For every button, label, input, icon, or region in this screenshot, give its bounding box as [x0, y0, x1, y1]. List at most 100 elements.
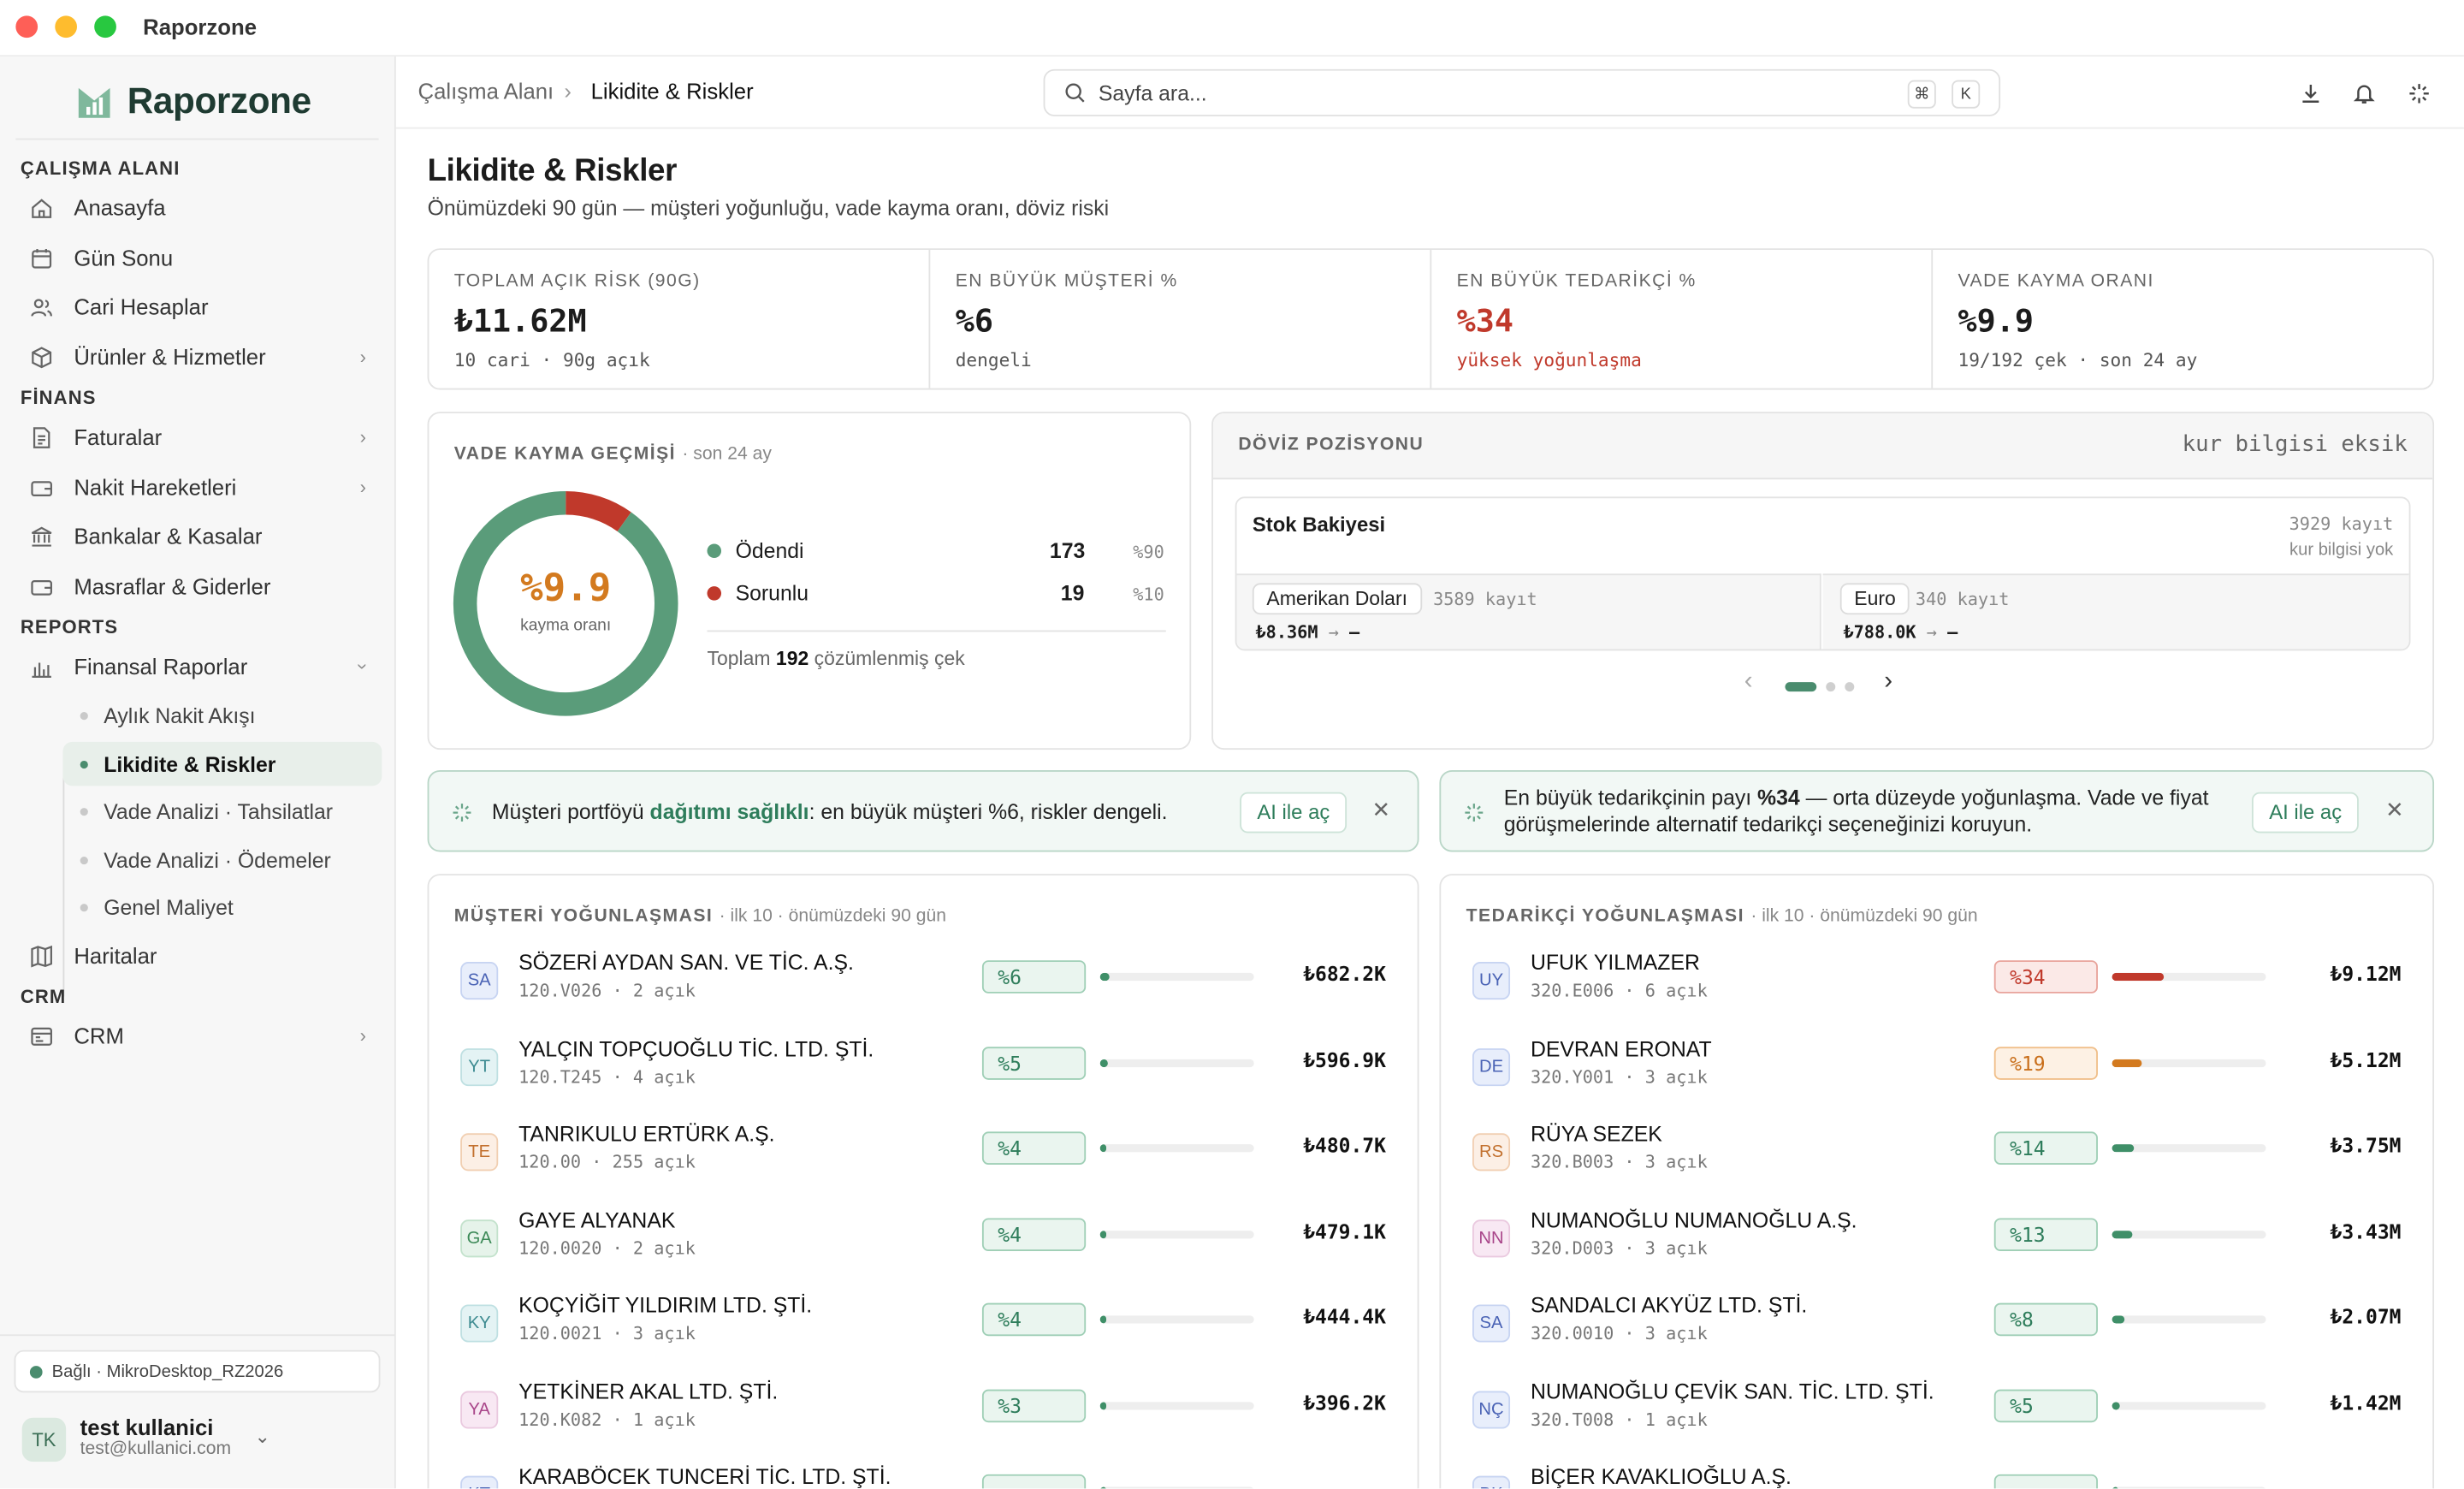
sparkle-icon[interactable] — [2404, 79, 2432, 107]
share-bar-fill — [2112, 1230, 2132, 1238]
row-open-count: 4 açık — [632, 1066, 696, 1088]
open-with-ai-button[interactable]: AI ile aç — [1240, 792, 1348, 833]
share-bar — [2112, 972, 2266, 982]
document-icon — [28, 424, 53, 449]
share-badge: %4 — [981, 1302, 1087, 1337]
sidebar-item-fin-reports[interactable]: Finansal Raporlar › — [15, 644, 382, 688]
customer-row[interactable]: KT KARABÖCEK TUNCERİ TİC. LTD. ŞTİ. — [429, 1457, 1417, 1489]
kpi-label: EN BÜYÜK TEDARİKÇİ % — [1456, 271, 1697, 291]
sidebar-item-crm[interactable]: CRM › — [15, 1014, 382, 1058]
pager-dot[interactable] — [1826, 682, 1836, 692]
sidebar-item-products[interactable]: Ürünler & Hizmetler › — [15, 335, 382, 378]
row-meta: 320.E006 · 6 açık — [1530, 981, 1708, 1001]
banner-text: Müşteri portföyü dağıtımı sağlıklı: en b… — [492, 798, 1168, 825]
sidebar-item-expenses[interactable]: Masraflar & Giderler — [15, 564, 382, 608]
chevron-down-icon: ⌄ — [254, 1425, 271, 1448]
user-email: test@kullanici.com — [80, 1439, 232, 1459]
sidebar-subitem-payables-aging[interactable]: Vade Analizi · Ödemeler — [62, 838, 382, 881]
currency-amount-value: ₺8.36M — [1255, 622, 1318, 644]
row-meta: 120.V026 · 2 açık — [518, 981, 696, 1001]
breadcrumb-parent[interactable]: Çalışma Alanı — [418, 78, 554, 104]
customer-row[interactable]: YT YALÇIN TOPÇUOĞLU TİC. LTD. ŞTİ. 120.T24… — [429, 1029, 1417, 1113]
brand-logo[interactable]: Raporzone — [75, 80, 311, 123]
sidebar-item-invoices[interactable]: Faturalar › — [15, 415, 382, 459]
share-bar-fill — [1099, 1059, 1108, 1067]
share-badge: %5 — [1993, 1388, 2098, 1422]
kpi-strip: TOPLAM AÇIK RİSK (90G) ₺11.62M 10 cari ·… — [427, 248, 2435, 390]
share-bar-fill — [2112, 1059, 2141, 1067]
home-icon — [28, 195, 53, 220]
row-name: BİÇER KAVAKLIOĞLU A.Ş. — [1530, 1464, 1792, 1489]
share-bar-fill — [1099, 1315, 1106, 1324]
minimize-window-button[interactable] — [55, 15, 77, 39]
carousel-next-button[interactable]: › — [1884, 667, 1892, 695]
supplier-row[interactable]: BK BİÇER KAVAKLIOĞLU A.Ş. — [1441, 1457, 2432, 1489]
sidebar-subitem-label: Vade Analizi · Tahsilatlar — [104, 798, 334, 823]
chevron-right-icon: › — [359, 1024, 366, 1047]
user-menu[interactable]: TK test kullanici test@kullanici.com ⌄ — [21, 1413, 383, 1475]
sidebar-item-banks[interactable]: Bankalar & Kasalar — [15, 514, 382, 558]
supplier-row[interactable]: DE DEVRAN ERONAT 320.Y001 · 3 açık %19 ₺5.12… — [1441, 1029, 2432, 1113]
row-meta: 120.K082 · 1 açık — [518, 1409, 696, 1430]
zoom-window-button[interactable] — [94, 15, 116, 39]
kpi-sub: 19/192 çek · son 24 ay — [1958, 348, 2198, 371]
close-icon[interactable]: ✕ — [2385, 797, 2404, 822]
supplier-row[interactable]: SA SANDALCI AKYÜZ LTD. ŞTİ. 320.0010 · 3 a… — [1441, 1285, 2432, 1370]
donut-segment-problem — [565, 490, 631, 532]
sidebar-item-accounts[interactable]: Cari Hesaplar — [15, 284, 382, 328]
avatar: TE — [460, 1133, 499, 1172]
customer-row[interactable]: TE TANRIKULU ERTÜRK A.Ş. 120.00 · 255 açık… — [429, 1114, 1417, 1199]
supplier-insight-banner: En büyük tedarikçinin payı %34 — orta dü… — [1439, 769, 2435, 852]
row-amount: ₺2.07M — [2330, 1304, 2402, 1329]
brand-logo-icon — [78, 86, 110, 117]
sidebar-subitem-receivables-aging[interactable]: Vade Analizi · Tahsilatlar — [62, 789, 382, 833]
search-input[interactable]: Sayfa ara... ⌘ K — [1043, 68, 2001, 116]
customer-row[interactable]: GA GAYE ALYANAK 120.0020 · 2 açık %4 ₺479.1K — [429, 1200, 1417, 1284]
supplier-row[interactable]: NÇ NUMANOĞLU ÇEVİK SAN. TİC. LTD. ŞTİ. 320… — [1441, 1372, 2432, 1456]
share-badge: %14 — [1993, 1131, 2098, 1165]
sidebar-subitem-general-cost[interactable]: Genel Maliyet — [62, 885, 382, 928]
row-open-count: 3 açık — [1644, 1066, 1708, 1088]
fx-currency-usd[interactable]: Amerikan Doları 3589 kayıt ₺8.36M → — — [1236, 573, 1821, 650]
supplier-row[interactable]: RS RÜYA SEZEK 320.B003 · 3 açık %14 ₺3.75M — [1441, 1114, 2432, 1199]
supplier-list: UY UFUK YILMAZER 320.E006 · 6 açık %34 ₺9.12… — [1441, 943, 2432, 1489]
fx-position-card: DÖVİZ POZİSYONU kur bilgisi eksik Stok B… — [1211, 412, 2435, 750]
supplier-row[interactable]: UY UFUK YILMAZER 320.E006 · 6 açık %34 ₺9.12… — [1441, 943, 2432, 1028]
pager-dot[interactable] — [1845, 682, 1855, 692]
sidebar-item-maps[interactable]: Haritalar — [15, 934, 382, 977]
row-amount: ₺596.9K — [1303, 1047, 1386, 1071]
total-prefix: Toplam — [707, 647, 771, 670]
row-meta: 320.Y001 · 3 açık — [1530, 1066, 1708, 1088]
sidebar-subitem-liquidity-risks[interactable]: Likidite & Riskler — [62, 741, 382, 786]
open-with-ai-button[interactable]: AI ile aç — [2251, 792, 2360, 833]
row-open-count: 255 açık — [612, 1152, 696, 1173]
customer-row[interactable]: YA YETKİNER AKAL LTD. ŞTİ. 120.K082 · 1 aç… — [429, 1372, 1417, 1456]
share-badge: %34 — [1993, 960, 2098, 994]
download-icon[interactable] — [2295, 79, 2324, 107]
legend-label: Ödendi — [735, 538, 804, 563]
banner-text-pre: Müşteri portföyü — [491, 799, 650, 824]
customer-row[interactable]: KY KOÇYİĞİT YILDIRIM LTD. ŞTİ. 120.0021 · … — [429, 1285, 1417, 1370]
sidebar-subitem-monthly-cashflow[interactable]: Aylık Nakit Akışı — [62, 693, 382, 737]
share-bar-fill — [2112, 1315, 2124, 1324]
sidebar-item-home[interactable]: Anasayfa — [15, 186, 382, 229]
close-window-button[interactable] — [15, 15, 38, 39]
sidebar-item-cash-moves[interactable]: Nakit Hareketleri › — [15, 466, 382, 509]
customer-row[interactable]: SA SÖZERİ AYDAN SAN. VE TİC. A.Ş. 120.V026… — [429, 943, 1417, 1028]
supplier-row[interactable]: NN NUMANOĞLU NUMANOĞLU A.Ş. 320.D003 · 3 a… — [1441, 1200, 2432, 1284]
close-icon[interactable]: ✕ — [1371, 797, 1390, 822]
share-bar — [2112, 1230, 2266, 1238]
bell-icon[interactable] — [2349, 79, 2378, 107]
pager-dot[interactable] — [1785, 682, 1817, 692]
row-code: 120.K082 — [518, 1409, 602, 1430]
share-bar — [2112, 1315, 2266, 1324]
avatar: RS — [1472, 1133, 1511, 1172]
chevron-down-icon: › — [352, 663, 375, 670]
sidebar-item-end-of-day[interactable]: Gün Sonu — [15, 236, 382, 280]
carousel-prev-button[interactable]: ‹ — [1744, 667, 1753, 695]
row-meta: 120.0021 · 3 açık — [518, 1323, 696, 1344]
currency-amount-value: ₺788.0K — [1843, 622, 1916, 644]
fx-currency-eur[interactable]: Euro 340 kayıt ₺788.0K → — — [1822, 573, 2409, 650]
row-name: SÖZERİ AYDAN SAN. VE TİC. A.Ş. — [518, 951, 854, 975]
